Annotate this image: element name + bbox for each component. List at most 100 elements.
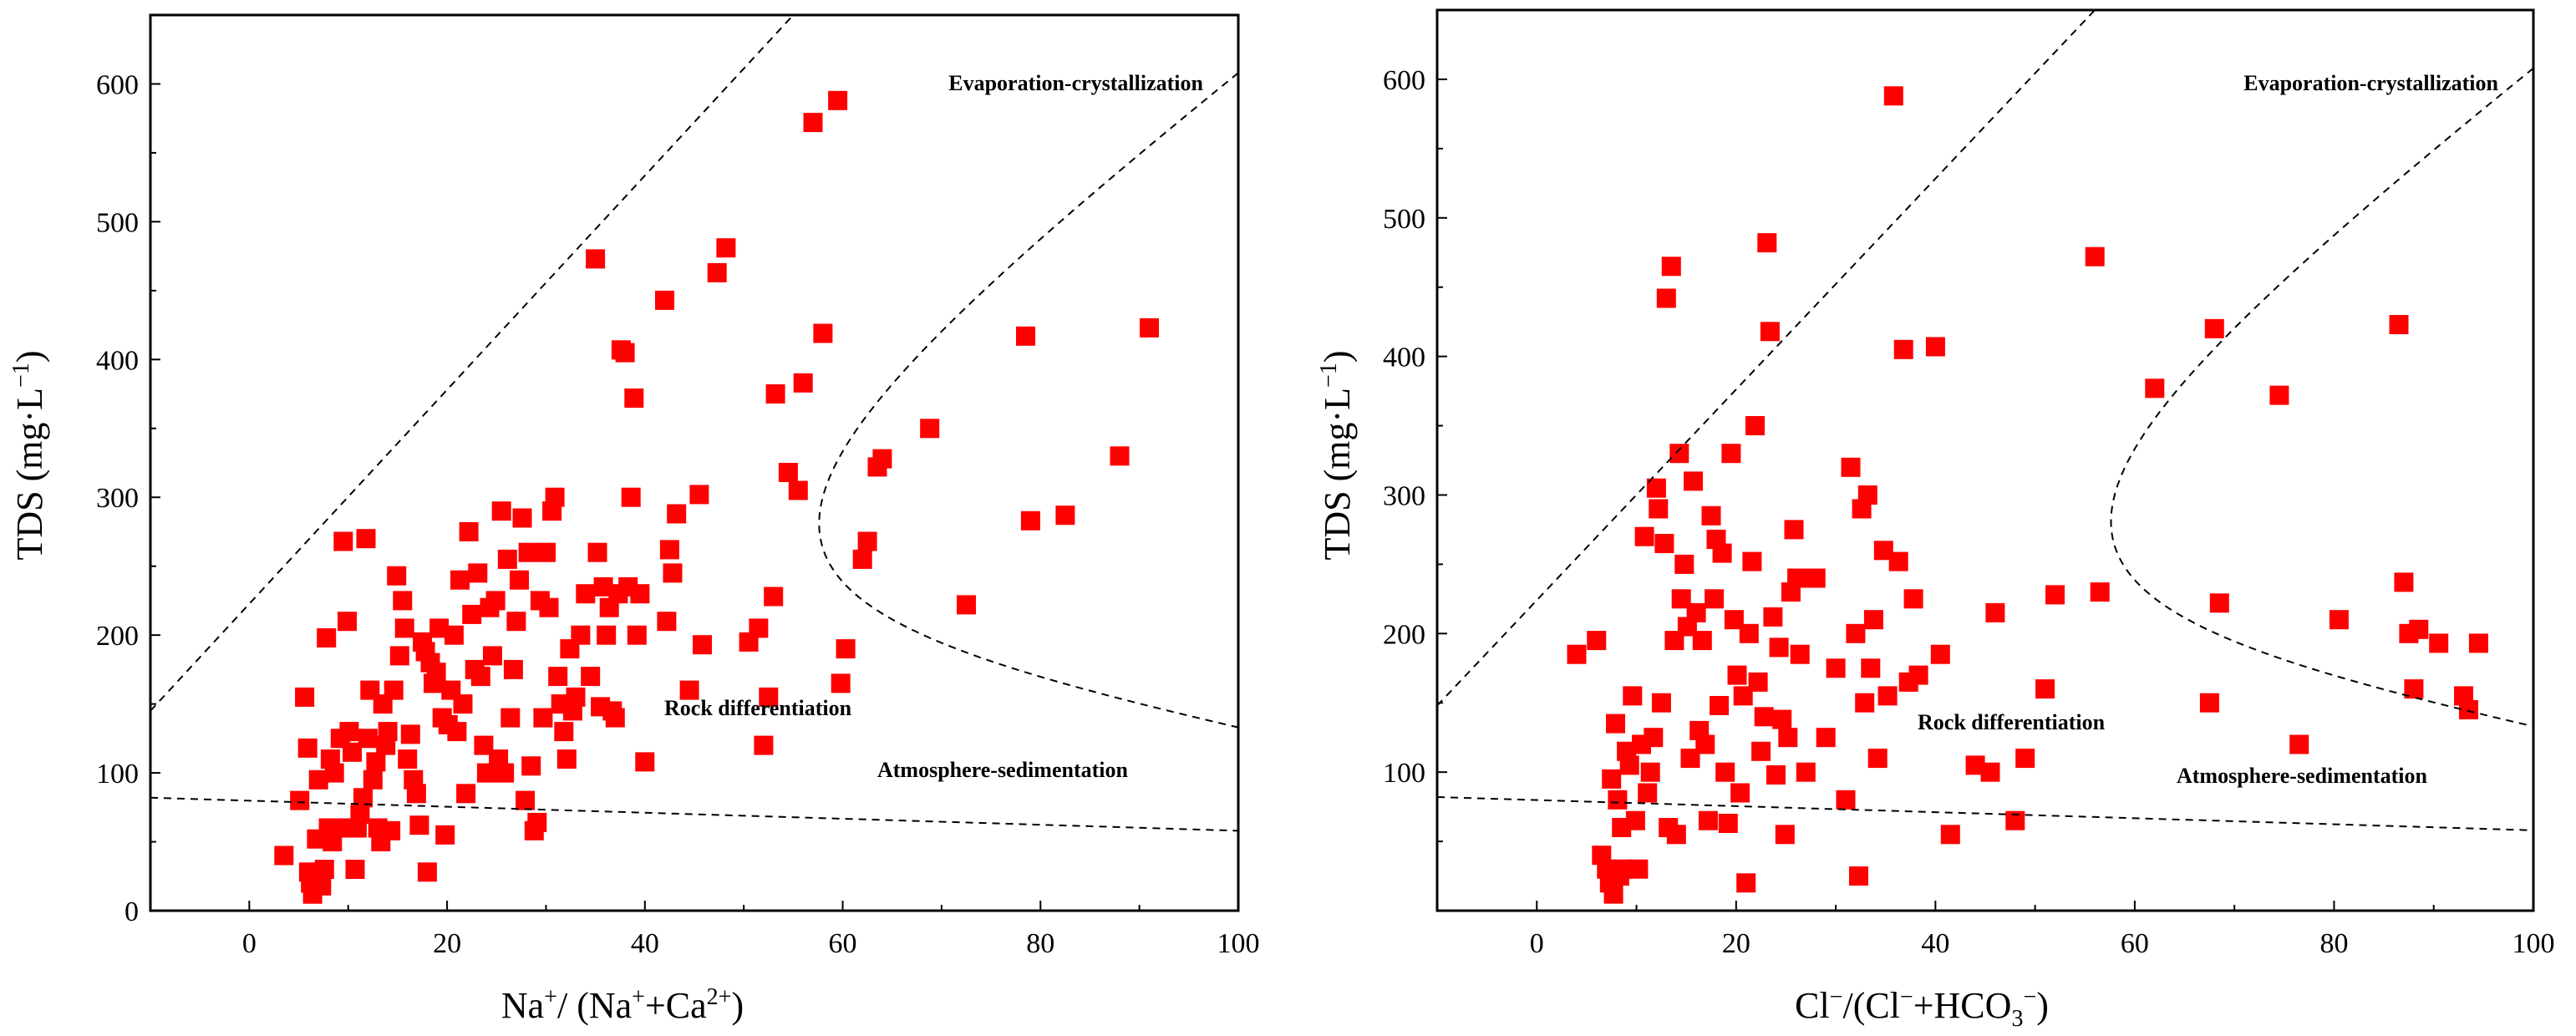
left-data-point — [764, 587, 784, 607]
right-data-point — [2404, 679, 2424, 699]
right-data-point — [1727, 665, 1747, 685]
right-data-point — [1980, 762, 2000, 782]
left-data-point — [803, 113, 823, 133]
right-plot-frame — [1435, 8, 2535, 912]
right-data-point — [1674, 554, 1694, 574]
left-data-point — [453, 694, 473, 714]
left-data-point — [338, 612, 357, 632]
left-data-point — [593, 576, 613, 597]
right-data-point — [1754, 707, 1774, 727]
right-data-point — [1742, 551, 1762, 571]
left-data-point — [587, 542, 607, 562]
right-data-point — [1649, 499, 1669, 519]
right-data-point — [1705, 589, 1725, 609]
right-data-point — [1634, 526, 1654, 546]
left-data-point — [566, 687, 586, 707]
right-data-point — [1908, 665, 1928, 685]
right-data-point — [1796, 762, 1816, 782]
left-data-point — [586, 249, 606, 269]
right-data-point — [1836, 790, 1856, 810]
left-data-point — [500, 708, 521, 728]
left-data-point — [274, 846, 294, 866]
left-data-point — [333, 531, 353, 551]
left-data-point — [857, 531, 877, 551]
right-data-point — [2204, 318, 2224, 338]
left-data-point — [366, 752, 386, 772]
left-data-point — [957, 595, 976, 615]
left-y-tick-label: 600 — [96, 69, 139, 100]
right-data-point — [1625, 810, 1645, 830]
right-x-ticks: 0 20 40 60 80 100 — [1436, 901, 2555, 959]
left-y-axis-label: TDS (mg·L−1) — [8, 351, 50, 561]
left-data-point — [426, 663, 446, 683]
right-rock-boundary-curve — [2110, 67, 2534, 728]
left-data-point — [387, 566, 407, 586]
left-data-point — [459, 522, 479, 541]
left-data-point — [627, 625, 647, 645]
right-x-tick-label: 20 — [1722, 928, 1750, 959]
left-y-tick-label: 400 — [96, 345, 139, 376]
left-data-point — [345, 860, 365, 879]
left-data-point — [689, 485, 709, 505]
right-data-point — [1787, 568, 1807, 588]
left-region-rock-label: Rock differentiation — [664, 696, 852, 720]
right-data-point — [1640, 762, 1660, 782]
left-data-point — [788, 480, 808, 500]
left-data-point — [447, 722, 467, 742]
right-data-point — [1763, 607, 1783, 627]
left-data-point — [536, 542, 556, 562]
right-data-point — [1736, 873, 1756, 893]
right-data-point — [1613, 859, 1633, 879]
left-data-point — [394, 618, 414, 638]
left-data-point — [615, 343, 635, 363]
left-y-ticks: 0 100 200 300 400 500 600 — [96, 14, 160, 927]
right-data-point — [1925, 337, 1945, 357]
right-region-atmosphere-label: Atmosphere-sedimentation — [2177, 764, 2427, 788]
left-data-point — [1110, 446, 1130, 466]
left-x-tick-label: 20 — [433, 928, 461, 959]
left-guide-lines — [150, 14, 1239, 832]
right-data-point — [1710, 696, 1729, 715]
right-data-point — [1718, 814, 1738, 833]
left-region-evaporation-label: Evaporation-crystallization — [948, 71, 1203, 95]
right-data-point — [1816, 728, 1836, 748]
left-data-point — [716, 238, 736, 258]
right-atmosphere-boundary-line — [1436, 796, 2534, 831]
right-x-tick-label: 40 — [1921, 928, 1949, 959]
right-data-point — [1751, 741, 1771, 761]
left-data-point — [512, 508, 532, 528]
left-data-point — [497, 549, 517, 569]
right-data-point — [2015, 749, 2035, 769]
right-data-point — [1877, 686, 1898, 706]
right-data-point — [1644, 728, 1664, 748]
left-data-point — [581, 667, 601, 687]
right-y-tick-label: 200 — [1383, 619, 1425, 650]
right-data-point — [1772, 709, 1792, 729]
right-y-tick-label: 400 — [1383, 343, 1425, 373]
left-data-point — [754, 735, 774, 755]
left-data-point — [324, 763, 344, 783]
right-data-point — [2459, 700, 2478, 719]
left-data-point — [527, 812, 547, 832]
left-data-point — [378, 722, 398, 742]
right-data-point — [2269, 385, 2289, 405]
right-data-point — [1606, 714, 1625, 734]
right-data-point — [1985, 602, 2005, 622]
left-y-tick-label: 100 — [96, 759, 139, 790]
right-data-point — [1888, 551, 1908, 571]
right-x-tick-label: 0 — [1530, 928, 1544, 959]
left-data-point — [872, 449, 892, 469]
left-data-point — [828, 90, 848, 110]
right-data-point — [1757, 233, 1777, 253]
right-data-markers — [1567, 86, 2488, 904]
right-y-tick-label: 300 — [1383, 480, 1425, 511]
left-data-point — [679, 680, 699, 700]
left-data-markers — [274, 90, 1159, 904]
left-x-tick-label: 60 — [829, 928, 857, 959]
right-data-point — [2199, 693, 2219, 713]
right-data-point — [1784, 520, 1804, 540]
left-data-point — [429, 618, 450, 638]
left-y-tick-label: 200 — [96, 621, 139, 652]
right-data-point — [1806, 568, 1826, 588]
left-data-point — [793, 373, 813, 393]
